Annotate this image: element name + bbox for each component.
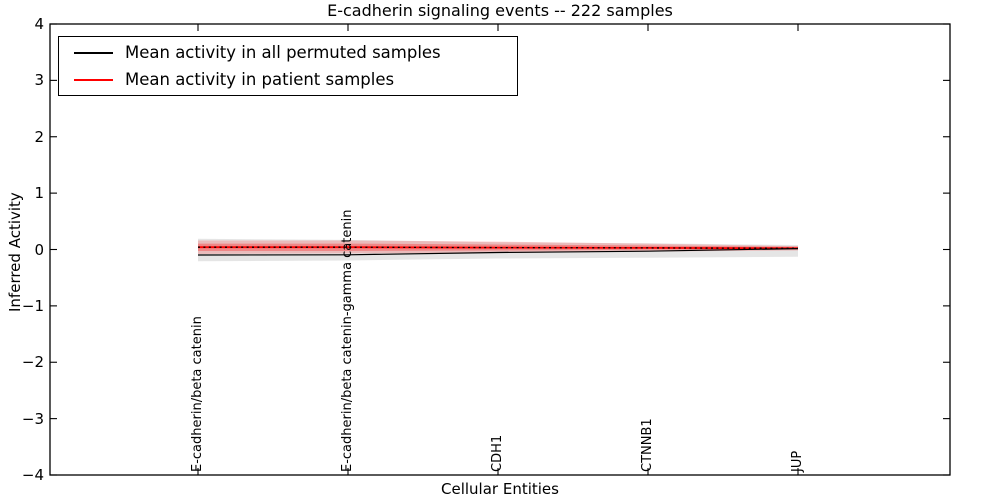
chart-title: E-cadherin signaling events -- 222 sampl… [327, 1, 673, 20]
legend-line-sample-black [74, 51, 113, 54]
x-tick-label: E-cadherin/beta catenin-gamma catenin [340, 209, 355, 472]
x-tick-label: E-cadherin/beta catenin [190, 316, 205, 472]
y-tick-label: 4 [34, 15, 44, 33]
y-tick-label: 1 [34, 184, 44, 203]
legend-entry-patient: Mean activity in patient samples [59, 66, 517, 93]
permuted-mean-line [197, 248, 799, 256]
y-tick-label: 2 [34, 127, 44, 146]
x-axis-label: Cellular Entities [441, 480, 559, 498]
y-tick-label: −1 [21, 296, 44, 315]
y-tick-label: 3 [34, 71, 44, 90]
legend-label: Mean activity in all permuted samples [125, 43, 441, 62]
patient-mean-line [198, 246, 799, 250]
legend-label: Mean activity in patient samples [125, 70, 395, 89]
x-tick-label: CTNNB1 [640, 418, 655, 472]
legend-entry-permuted: Mean activity in all permuted samples [59, 39, 517, 66]
y-tick-label: 0 [34, 240, 44, 259]
y-tick-label: −4 [21, 466, 44, 484]
y-tick-label: −2 [21, 353, 44, 372]
y-tick-label: −3 [21, 409, 44, 428]
x-tick-label: JUP [790, 450, 805, 472]
legend-line-sample-red [74, 78, 113, 81]
permuted-std-band [198, 238, 798, 262]
legend-box: Mean activity in all permuted samples Me… [58, 36, 518, 96]
x-tick-label: CDH1 [490, 434, 505, 472]
